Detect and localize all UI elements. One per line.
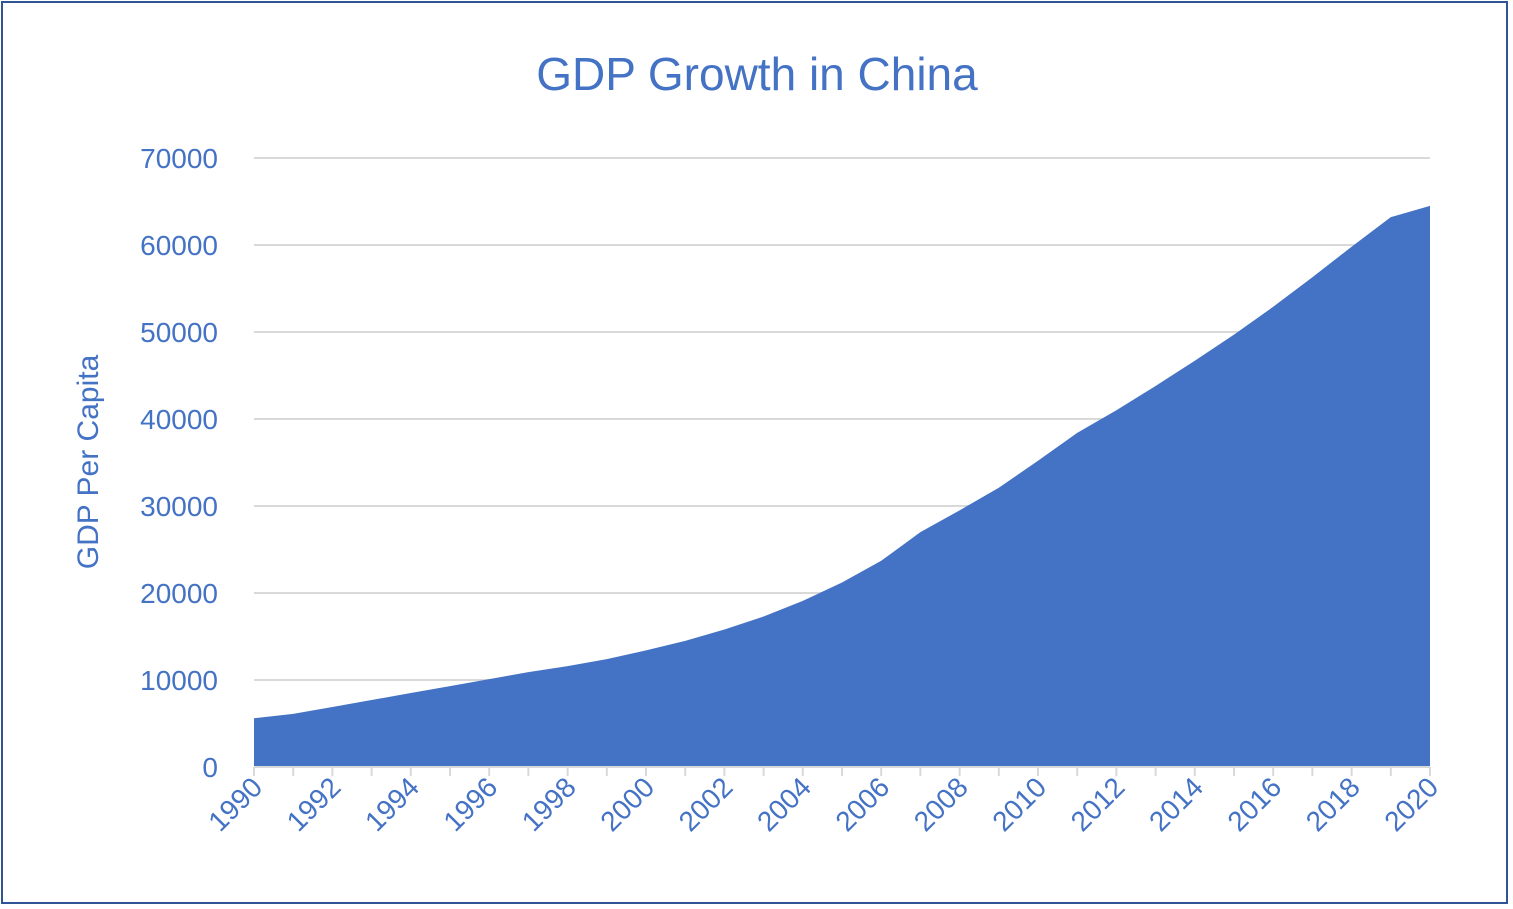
x-tick-label: 2010 [986, 771, 1052, 837]
x-axis-ticks: 1990 1992 1994 1996 1998 2000 2002 2004 2006 2008… [202, 771, 1444, 837]
x-tick-label: 1996 [437, 771, 503, 837]
area-series [254, 205, 1430, 768]
y-tick-label: 10000 [140, 665, 218, 696]
y-tick-label: 50000 [140, 317, 218, 348]
x-tick-label: 2004 [751, 771, 817, 837]
x-tick-label: 2000 [594, 771, 660, 837]
x-tick-label: 2018 [1300, 771, 1366, 837]
x-axis [253, 766, 1431, 776]
y-tick-label: 20000 [140, 578, 218, 609]
x-tick-label: 2012 [1065, 771, 1131, 837]
x-tick-label: 2006 [829, 771, 895, 837]
y-axis-ticks: 0 10000 20000 30000 40000 50000 60000 70000 [140, 143, 218, 783]
y-tick-label: 30000 [140, 491, 218, 522]
x-tick-label: 2014 [1143, 771, 1209, 837]
y-tick-label: 70000 [140, 143, 218, 174]
y-tick-label: 0 [202, 752, 218, 783]
area-series-fill [254, 205, 1430, 768]
y-axis-label: GDP Per Capita [72, 354, 105, 569]
chart-title: GDP Growth in China [536, 48, 978, 100]
x-tick-label: 2002 [673, 771, 739, 837]
y-tick-label: 60000 [140, 230, 218, 261]
x-tick-label: 2016 [1221, 771, 1287, 837]
x-tick-label: 2008 [908, 771, 974, 837]
x-tick-label: 1992 [281, 771, 347, 837]
x-tick-label: 2020 [1378, 771, 1444, 837]
x-tick-label: 1998 [516, 771, 582, 837]
x-tick-label: 1994 [359, 771, 425, 837]
y-tick-label: 40000 [140, 404, 218, 435]
